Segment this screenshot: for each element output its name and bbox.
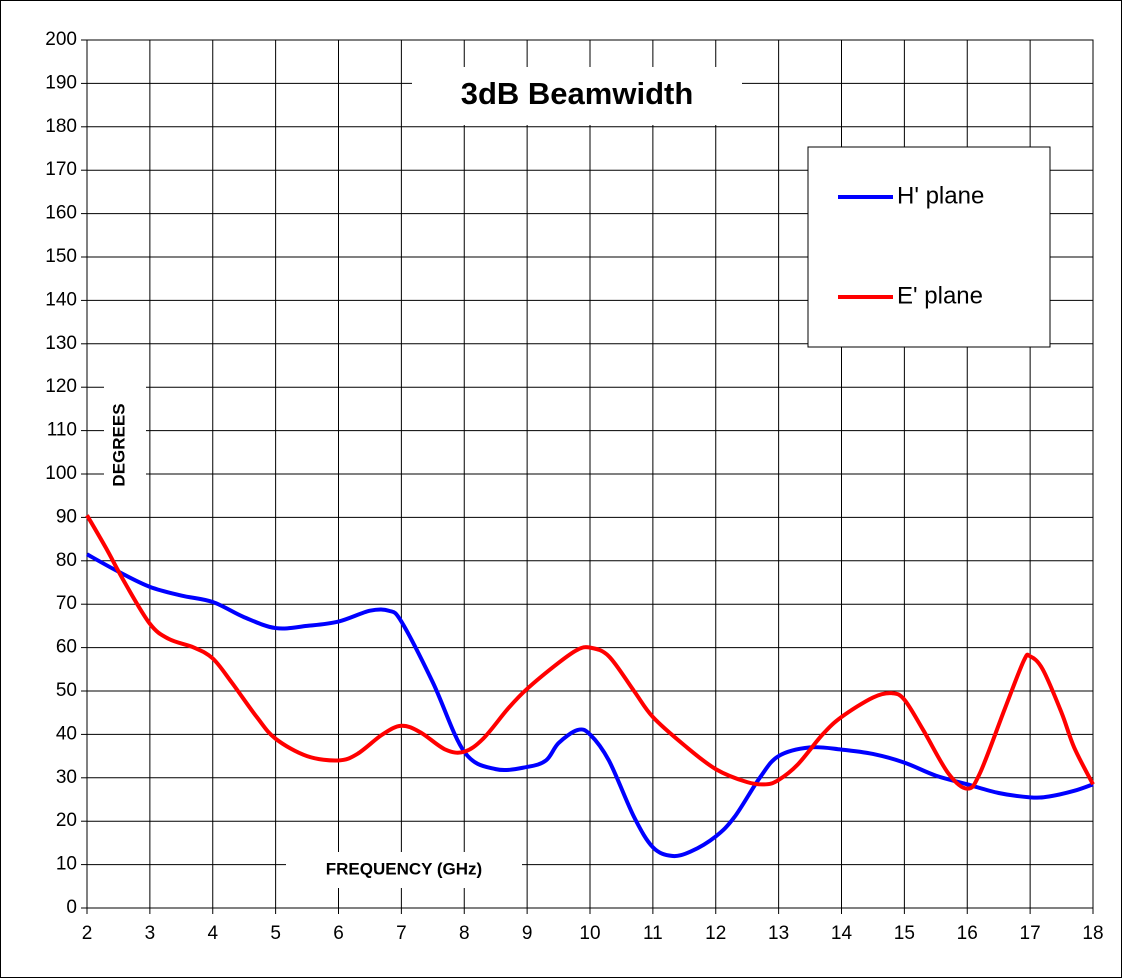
- y-tick-label: 130: [45, 333, 77, 354]
- y-tick-label: 170: [45, 159, 77, 180]
- y-tick-label: 180: [45, 116, 77, 137]
- y-tick-label: 10: [56, 854, 77, 875]
- y-tick-label: 20: [56, 810, 77, 831]
- y-tick-label: 110: [47, 420, 77, 441]
- x-tick-label: 4: [207, 923, 218, 944]
- x-axis-label: FREQUENCY (GHz): [326, 859, 482, 878]
- x-tick-label: 12: [705, 923, 726, 944]
- y-tick-label: 50: [56, 680, 77, 701]
- y-tick-label: 80: [56, 550, 77, 571]
- x-tick-label: 6: [333, 923, 344, 944]
- y-tick-label: 150: [45, 246, 77, 267]
- x-tick-label: 10: [579, 923, 600, 944]
- y-label-box: [104, 383, 146, 507]
- x-tick-label: 7: [396, 923, 407, 944]
- x-tick-label: 9: [522, 923, 533, 944]
- legend-box: [807, 146, 1051, 348]
- x-tick-label: 18: [1082, 923, 1103, 944]
- y-tick-label: 200: [45, 29, 77, 50]
- x-tick-label: 13: [768, 923, 789, 944]
- y-axis-label: DEGREES: [109, 403, 128, 486]
- x-tick-label: 14: [831, 923, 853, 944]
- x-tick-label: 11: [643, 923, 663, 944]
- legend-label: E' plane: [897, 282, 983, 309]
- y-tick-label: 60: [56, 637, 77, 658]
- x-tick-label: 17: [1020, 923, 1041, 944]
- series-line: [85, 514, 1095, 791]
- x-tick-label: 16: [957, 923, 978, 944]
- y-tick-label: 100: [45, 463, 77, 484]
- series-line: [86, 552, 1094, 859]
- x-tick-label: 2: [82, 923, 93, 944]
- y-tick-label: 190: [45, 72, 77, 93]
- legend-label: H' plane: [897, 182, 984, 209]
- x-tick-label: 3: [145, 923, 156, 944]
- x-tick-label: 15: [894, 923, 915, 944]
- y-tick-label: 30: [56, 767, 77, 788]
- y-tick-label: 70: [56, 593, 77, 614]
- y-tick-label: 40: [56, 723, 77, 744]
- x-label-box: [286, 852, 522, 888]
- y-tick-label: 90: [56, 506, 77, 527]
- title-box: [412, 67, 742, 125]
- y-tick-label: 0: [66, 897, 77, 918]
- y-tick-label: 140: [45, 289, 77, 310]
- x-tick-label: 8: [459, 923, 470, 944]
- y-tick-label: 160: [45, 203, 77, 224]
- chart-title: 3dB Beamwidth: [461, 76, 694, 111]
- x-tick-label: 5: [270, 923, 281, 944]
- y-tick-label: 120: [45, 376, 77, 397]
